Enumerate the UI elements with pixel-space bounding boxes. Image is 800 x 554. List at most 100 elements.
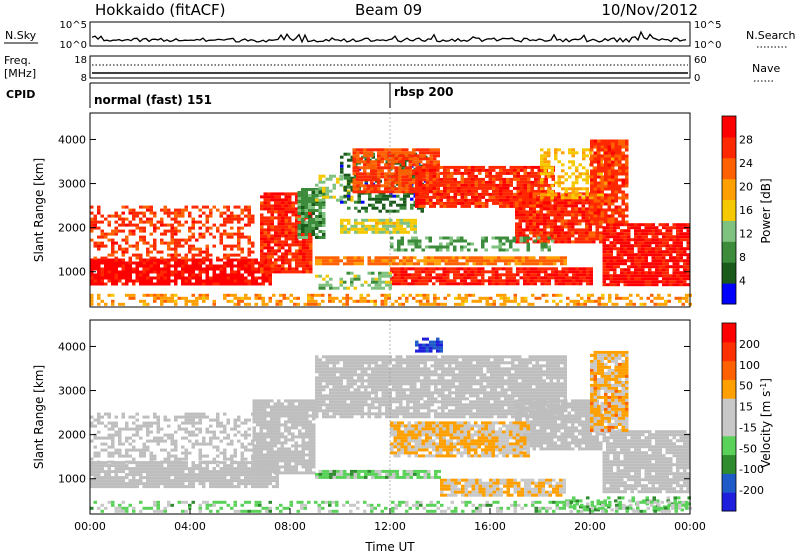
heatmap-cell — [357, 262, 361, 266]
heatmap-cell — [195, 279, 199, 283]
heatmap-cell — [616, 238, 620, 242]
heatmap-cell — [230, 279, 234, 283]
heatmap-cell — [518, 234, 522, 238]
heatmap-cell — [425, 165, 429, 169]
heatmap-cell — [567, 204, 571, 208]
heatmap-cell — [336, 286, 340, 290]
heatmap-cell — [544, 279, 548, 283]
heatmap-cell — [415, 148, 419, 152]
heatmap-cell — [93, 485, 97, 489]
heatmap-cell — [352, 148, 356, 152]
heatmap-cell — [585, 178, 589, 182]
heatmap-cell — [637, 271, 641, 275]
heatmap-cell — [393, 273, 397, 277]
heatmap-cell — [629, 302, 633, 306]
heatmap-cell — [512, 248, 516, 252]
heatmap-cell — [125, 247, 129, 251]
heatmap-cell — [614, 145, 618, 149]
colorbar-segment — [722, 199, 736, 221]
heatmap-cell — [418, 239, 422, 243]
heatmap-cell — [373, 190, 377, 194]
heatmap-cell — [160, 302, 164, 306]
heatmap-cell — [107, 467, 111, 471]
heatmap-cell — [509, 201, 513, 205]
heatmap-cell — [191, 232, 195, 236]
heatmap-cell — [465, 262, 469, 266]
heatmap-cell — [380, 299, 384, 303]
heatmap-cell — [464, 189, 468, 193]
heatmap-cell — [412, 151, 416, 155]
heatmap-cell — [322, 286, 326, 290]
heatmap-cell — [230, 244, 234, 248]
heatmap-cell — [307, 302, 311, 306]
heatmap-cell — [676, 274, 680, 278]
heatmap-cell — [343, 224, 347, 228]
heatmap-cell — [295, 240, 299, 244]
heatmap-cell — [606, 223, 610, 227]
heatmap-cell — [439, 279, 443, 283]
heatmap-cell — [667, 293, 671, 297]
heatmap-cell — [298, 258, 302, 262]
heatmap-cell — [525, 210, 529, 214]
heatmap-cell — [378, 286, 382, 290]
heatmap-cell — [149, 473, 153, 477]
heatmap-cell — [363, 175, 367, 179]
heatmap-cell — [607, 187, 611, 191]
heatmap-cell — [609, 235, 613, 239]
heatmap-cell — [251, 273, 255, 277]
heatmap-cell — [543, 240, 547, 244]
heatmap-cell — [384, 190, 388, 194]
heatmap-cell — [439, 267, 443, 271]
heatmap-cell — [132, 479, 136, 483]
heatmap-cell — [470, 273, 474, 277]
heatmap-cell — [277, 270, 281, 274]
heatmap-cell — [275, 299, 279, 303]
heatmap-cell — [261, 296, 265, 300]
heatmap-cell — [542, 259, 546, 263]
heatmap-cell — [433, 154, 437, 158]
heatmap-cell — [350, 280, 354, 284]
heatmap-cell — [258, 261, 262, 265]
heatmap-cell — [118, 261, 122, 265]
heatmap-cell — [600, 217, 604, 221]
heatmap-cell — [331, 299, 335, 303]
heatmap-cell — [425, 276, 429, 280]
heatmap-cell — [467, 201, 471, 205]
heatmap-cell — [470, 276, 474, 280]
heatmap-cell — [93, 479, 97, 483]
heatmap-cell — [568, 270, 572, 274]
heatmap-cell — [662, 226, 666, 230]
heatmap-cell — [536, 213, 540, 217]
heatmap-cell — [375, 221, 379, 225]
heatmap-cell — [551, 270, 555, 274]
heatmap-cell — [139, 464, 143, 468]
heatmap-cell — [644, 277, 648, 281]
heatmap-cell — [100, 467, 104, 471]
heatmap-cell — [547, 276, 551, 280]
heatmap-cell — [611, 217, 615, 221]
heatmap-cell — [637, 232, 641, 236]
heatmap-cell — [401, 172, 405, 176]
heatmap-cell — [374, 286, 378, 290]
heatmap-cell — [153, 241, 157, 245]
heatmap-cell — [288, 198, 292, 202]
heatmap-cell — [315, 221, 319, 224]
heatmap-cell — [205, 214, 209, 218]
heatmap-cell — [554, 279, 558, 283]
heatmap-cell — [111, 282, 115, 286]
heatmap-cell — [529, 210, 533, 214]
heatmap-cell — [226, 235, 230, 239]
heatmap-cell — [571, 187, 575, 191]
heatmap-cell — [529, 237, 533, 241]
heatmap-cell — [669, 280, 673, 284]
heatmap-cell — [651, 259, 655, 263]
heatmap-cell — [529, 192, 533, 196]
heatmap-cell — [198, 282, 202, 286]
heatmap-cell — [230, 273, 234, 277]
heatmap-cell — [525, 204, 529, 208]
heatmap-cell — [160, 223, 164, 227]
heatmap-cell — [499, 186, 503, 190]
heatmap-cell — [304, 233, 308, 236]
heatmap-cell — [244, 258, 248, 262]
heatmap-cell — [658, 232, 662, 236]
